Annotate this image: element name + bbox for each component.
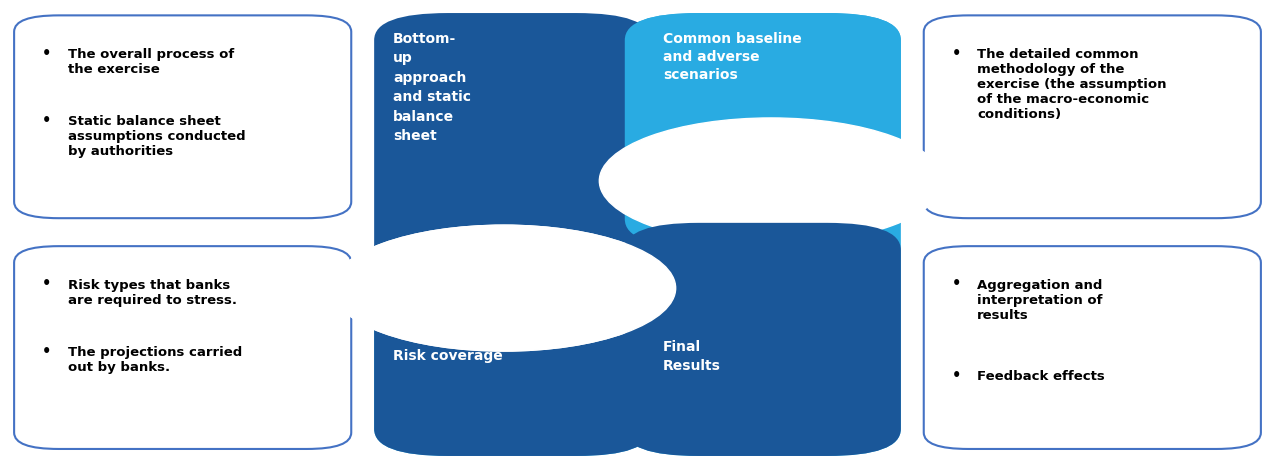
Text: Feedback effects: Feedback effects (977, 370, 1105, 383)
Circle shape (599, 118, 942, 244)
Text: Final
Results: Final Results (663, 340, 720, 372)
Text: Bottom-
up
approach
and static
balance
sheet: Bottom- up approach and static balance s… (393, 32, 472, 143)
FancyBboxPatch shape (374, 13, 650, 456)
Text: Static balance sheet
assumptions conducted
by authorities: Static balance sheet assumptions conduct… (68, 115, 245, 158)
Text: •: • (951, 45, 961, 61)
FancyBboxPatch shape (374, 223, 650, 456)
Text: Risk types that banks
are required to stress.: Risk types that banks are required to st… (68, 279, 237, 307)
Text: The overall process of
the exercise: The overall process of the exercise (68, 48, 233, 76)
Circle shape (333, 225, 676, 351)
Text: •: • (42, 344, 51, 359)
FancyBboxPatch shape (14, 15, 351, 218)
Text: •: • (951, 276, 961, 291)
Text: •: • (42, 45, 51, 61)
Text: Risk coverage: Risk coverage (393, 349, 502, 363)
Text: •: • (42, 276, 51, 291)
FancyBboxPatch shape (924, 15, 1261, 218)
Text: Aggregation and
interpretation of
results: Aggregation and interpretation of result… (977, 279, 1103, 322)
FancyBboxPatch shape (14, 246, 351, 449)
Text: The detailed common
methodology of the
exercise (the assumption
of the macro-eco: The detailed common methodology of the e… (977, 48, 1167, 121)
Text: •: • (42, 113, 51, 128)
Circle shape (333, 225, 676, 351)
FancyBboxPatch shape (625, 223, 901, 456)
FancyBboxPatch shape (924, 246, 1261, 449)
FancyBboxPatch shape (625, 13, 901, 246)
FancyBboxPatch shape (625, 13, 901, 456)
Text: The projections carried
out by banks.: The projections carried out by banks. (68, 346, 242, 374)
Text: Common baseline
and adverse
scenarios: Common baseline and adverse scenarios (663, 32, 802, 83)
Text: •: • (951, 368, 961, 383)
